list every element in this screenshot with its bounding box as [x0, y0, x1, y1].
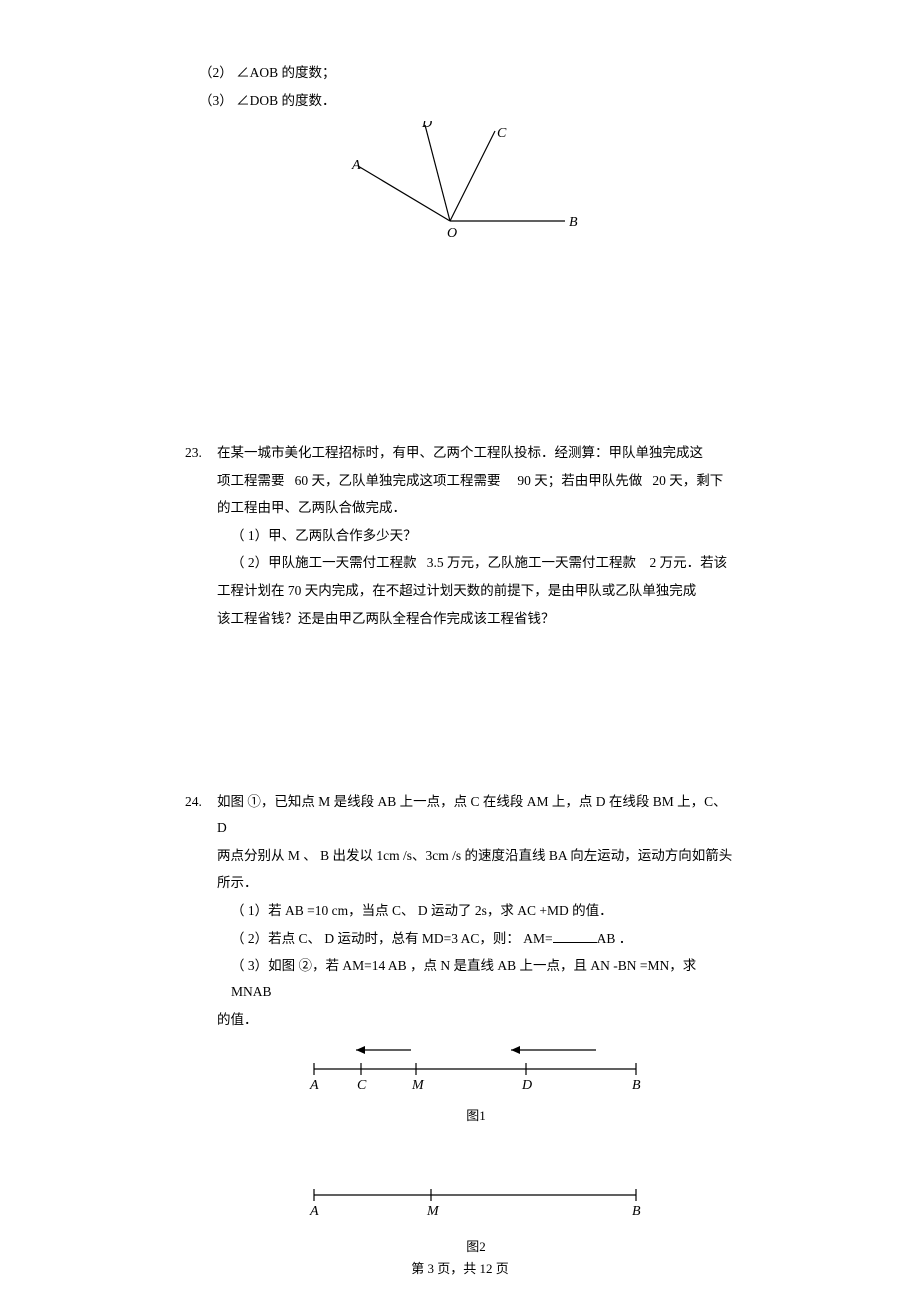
line-diagram-1: ACMDB — [296, 1040, 656, 1095]
q22-block: （2） ∠AOB 的度数； （3） ∠DOB 的度数． A D C B O — [185, 60, 735, 250]
q24-l4: 的值． — [217, 1007, 735, 1033]
q23-l3: 的工程由甲、乙两队合做完成． — [217, 495, 735, 521]
spacer-1 — [185, 260, 735, 440]
t: 3.5 万元，乙队施工一天需付工程款 — [427, 555, 636, 570]
q23-l1: 在某一城市美化工程招标时，有甲、乙两个工程队投标．经测算：甲队单独完成这 — [217, 440, 735, 466]
spacer-3 — [217, 1139, 735, 1169]
svg-text:D: D — [421, 121, 432, 131]
spacer-2 — [185, 639, 735, 789]
q23-number: 23. — [185, 440, 217, 633]
angle-diagram: A D C B O — [340, 121, 580, 241]
svg-text:A: A — [309, 1204, 319, 1219]
svg-text:C: C — [357, 1078, 367, 1093]
q24-s3: （ 3）如图 ②，若 AM=14 AB ，点 N 是直线 AB 上一点，且 AN… — [217, 953, 735, 1004]
q24-l1: 如图 ①，已知点 M 是线段 AB 上一点，点 C 在线段 AM 上，点 D 在… — [217, 789, 735, 840]
q23-l5: 该工程省钱？还是由甲乙两队全程合作完成该工程省钱？ — [217, 606, 735, 632]
q23-block: 23. 在某一城市美化工程招标时，有甲、乙两个工程队投标．经测算：甲队单独完成这… — [185, 440, 735, 633]
svg-text:C: C — [497, 126, 507, 141]
q24-block: 24. 如图 ①，已知点 M 是线段 AB 上一点，点 C 在线段 AM 上，点… — [185, 789, 735, 1269]
svg-text:B: B — [632, 1204, 641, 1219]
fill-blank — [553, 929, 597, 943]
svg-text:M: M — [426, 1204, 440, 1219]
page-content: （2） ∠AOB 的度数； （3） ∠DOB 的度数． A D C B O 23. 在某… — [0, 0, 920, 1270]
q24-l3: 所示． — [217, 870, 735, 896]
q24-s1: （ 1）若 AB =10 cm，当点 C、 D 运动了 2s，求 AC +MD … — [217, 898, 735, 924]
q24-l2: 两点分别从 M 、 B 出发以 1cm /s、3cm /s 的速度沿直线 BA … — [217, 843, 735, 869]
q23-s1: （ 1）甲、乙两队合作多少天？ — [217, 523, 735, 549]
line-diagram-2: AMB — [296, 1177, 656, 1227]
fig2-label: 图2 — [217, 1235, 735, 1260]
q23-body: 在某一城市美化工程招标时，有甲、乙两个工程队投标．经测算：甲队单独完成这 项工程… — [217, 440, 735, 633]
t: 项工程需要 — [217, 473, 285, 488]
page-footer: 第 3 页，共 12 页 — [0, 1257, 920, 1282]
q24-body: 如图 ①，已知点 M 是线段 AB 上一点，点 C 在线段 AM 上，点 D 在… — [217, 789, 735, 1269]
q22-figure: A D C B O — [185, 121, 735, 250]
q24-number: 24. — [185, 789, 217, 1269]
q23-l2: 项工程需要 60 天，乙队单独完成这项工程需要 90 天；若由甲队先做 20 天… — [217, 468, 735, 494]
svg-text:M: M — [411, 1078, 425, 1093]
svg-text:A: A — [351, 158, 361, 173]
q23-s2: （ 2）甲队施工一天需付工程款 3.5 万元，乙队施工一天需付工程款 2 万元．… — [217, 550, 735, 576]
t: 90 天；若由甲队先做 — [517, 473, 642, 488]
q22-sub3: （3） ∠DOB 的度数． — [185, 88, 735, 114]
t: 20 天，剩下 — [652, 473, 723, 488]
q22-sub2: （2） ∠AOB 的度数； — [185, 60, 735, 86]
q24-figure2: A M B 图2 — [217, 1177, 735, 1260]
svg-text:O: O — [447, 226, 457, 241]
fig1-label: 图1 — [217, 1104, 735, 1129]
t: 2 万元．若该 — [650, 555, 728, 570]
q24-s2: （ 2）若点 C、 D 运动时，总有 MD=3 AC，则： AM= AB ． — [217, 926, 735, 952]
t: 60 天，乙队单独完成这项工程需要 — [295, 473, 501, 488]
q23-l4: 工程计划在 70 天内完成，在不超过计划天数的前提下，是由甲队或乙队单独完成 — [217, 578, 735, 604]
t: （ 2）甲队施工一天需付工程款 — [231, 555, 417, 570]
q24-figure1: A C M D B 图1 — [217, 1040, 735, 1128]
svg-text:D: D — [521, 1078, 532, 1093]
svg-text:B: B — [569, 215, 578, 230]
t: （ 2）若点 C、 D 运动时，总有 MD=3 AC，则： AM= — [231, 931, 553, 946]
t: AB ． — [597, 931, 633, 946]
svg-text:A: A — [309, 1078, 319, 1093]
page-number: 第 3 页，共 12 页 — [411, 1261, 509, 1276]
svg-text:B: B — [632, 1078, 641, 1093]
